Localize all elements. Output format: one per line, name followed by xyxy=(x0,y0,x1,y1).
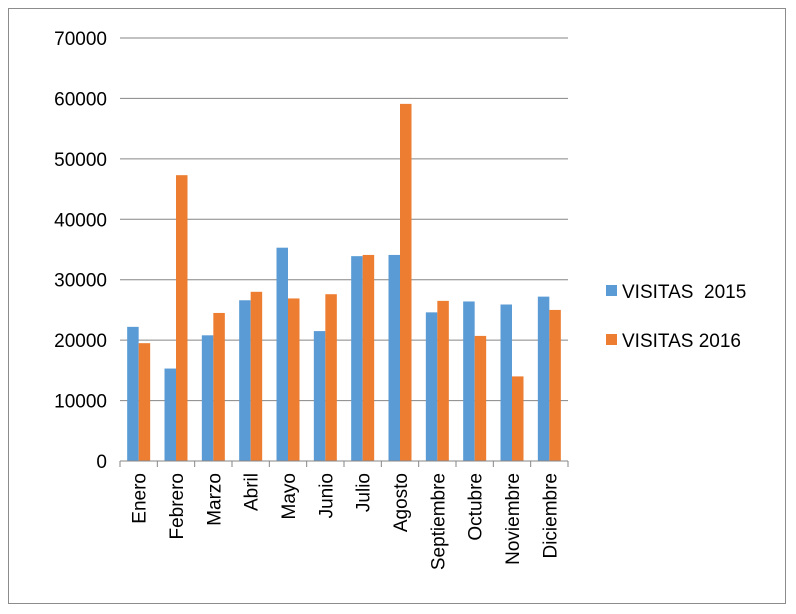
x-tick-label: Febrero xyxy=(167,473,188,540)
x-tick-label: Abril xyxy=(242,473,263,511)
bar-2015-noviembre xyxy=(500,304,512,461)
bar-2016-septiembre xyxy=(437,300,449,461)
bar-2016-octubre xyxy=(474,335,487,461)
y-tick-label: 20000 xyxy=(54,331,107,352)
legend: VISITAS 2015 VISITAS 2016 xyxy=(606,282,746,352)
y-tick-label: 50000 xyxy=(54,150,107,171)
bar-2015-julio xyxy=(351,256,363,461)
legend-label: VISITAS 2015 xyxy=(622,282,746,303)
bar-2016-diciembre xyxy=(549,309,561,461)
bar-2016-junio xyxy=(325,294,337,461)
bar-2015-octubre xyxy=(463,301,475,461)
bar-2016-febrero xyxy=(176,175,188,461)
bar-2015-agosto xyxy=(388,254,400,461)
y-tick-label: 70000 xyxy=(54,29,107,50)
y-tick-label: 40000 xyxy=(54,210,107,231)
legend-label: VISITAS 2016 xyxy=(622,331,741,352)
x-tick-label: Octubre xyxy=(466,473,487,541)
y-tick-label: 60000 xyxy=(54,89,107,110)
x-tick-label: Julio xyxy=(354,473,375,512)
x-tick-label: Marzo xyxy=(204,473,225,526)
bar-2015-marzo xyxy=(201,335,214,461)
gridlines xyxy=(120,37,568,402)
bar-2015-diciembre xyxy=(537,296,550,461)
y-tick-label: 0 xyxy=(96,452,107,473)
y-tick-label: 30000 xyxy=(54,271,107,292)
y-axis-tick-labels: 0 10000 20000 30000 40000 50000 60000 70000 xyxy=(54,29,107,473)
bars xyxy=(127,103,561,462)
x-tick-label: Junio xyxy=(316,473,337,518)
bar-2016-marzo xyxy=(213,312,225,461)
bar-2015-abril xyxy=(239,300,251,461)
x-axis xyxy=(119,460,569,467)
legend-swatch xyxy=(606,285,617,296)
x-tick-label: Septiembre xyxy=(428,473,449,570)
bar-2016-noviembre xyxy=(512,376,524,461)
y-tick-label: 10000 xyxy=(54,392,107,413)
bar-2016-abril xyxy=(250,291,263,461)
x-axis-tick-labels: Enero Febrero Marzo Abril Mayo Junio Julio Agos… xyxy=(130,473,562,570)
bar-2015-junio xyxy=(313,331,326,461)
x-tick-label: Diciembre xyxy=(540,473,561,559)
x-tick-label: Enero xyxy=(130,473,151,524)
legend-swatch xyxy=(606,334,617,345)
bar-2016-mayo xyxy=(288,298,300,461)
x-tick-label: Agosto xyxy=(391,473,412,532)
x-tick-label: Mayo xyxy=(279,473,300,519)
bar-2015-enero xyxy=(127,326,139,461)
bar-2015-septiembre xyxy=(425,312,438,461)
bar-2015-febrero xyxy=(164,368,176,461)
bar-2015-mayo xyxy=(276,247,288,461)
bar-2016-julio xyxy=(362,254,375,461)
x-tick-label: Noviembre xyxy=(503,473,524,565)
bar-2016-enero xyxy=(138,343,151,461)
bar-2016-agosto xyxy=(400,103,412,462)
